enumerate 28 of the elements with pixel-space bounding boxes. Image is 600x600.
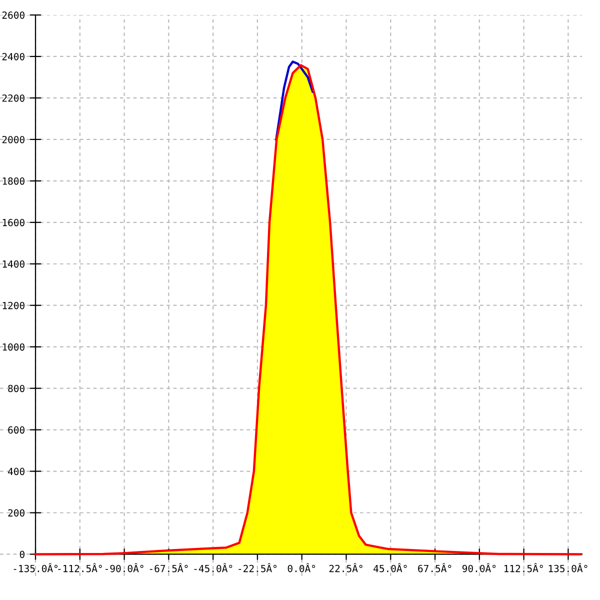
x-tick-label: -112.5Â° (58, 563, 102, 572)
x-tick-label: -67.5Â° (150, 563, 188, 572)
x-tick-label: -135.0Â° (14, 563, 58, 572)
x-tick-label: 22.5Â° (329, 563, 362, 572)
x-tick-label: 112.5Â° (504, 563, 543, 572)
y-tick-label: 200 (8, 509, 24, 517)
y-tick-label: 0 (20, 550, 24, 558)
x-tick-label: -45.0Â° (194, 563, 232, 572)
y-tick-label: 1800 (2, 177, 24, 185)
x-tick-label: -22.5Â° (238, 563, 277, 572)
y-tick-label: 1600 (2, 218, 24, 226)
y-tick-label: 1000 (2, 343, 24, 351)
x-tick-label: 45.0Â° (374, 563, 407, 572)
y-tick-label: 2600 (2, 12, 24, 19)
y-tick-label: 2400 (2, 52, 24, 60)
line-series (275, 60, 314, 141)
x-tick-label: 67.5Â° (418, 563, 452, 572)
x-tick-label: 135.0Â° (548, 563, 588, 572)
y-tick-label: 2200 (2, 94, 24, 102)
x-tick-label: 0.0Â° (288, 563, 316, 572)
x-tick-label: 90.0Â° (462, 563, 496, 572)
y-tick-label: 1200 (2, 302, 24, 310)
y-tick-label: 600 (8, 426, 24, 434)
y-tick-label: 2000 (2, 136, 24, 144)
x-tick-label: -90.0Â° (105, 563, 144, 572)
y-tick-label: 1400 (2, 260, 24, 268)
y-tick-label: 400 (8, 468, 24, 476)
y-tick-label: 800 (8, 384, 24, 392)
